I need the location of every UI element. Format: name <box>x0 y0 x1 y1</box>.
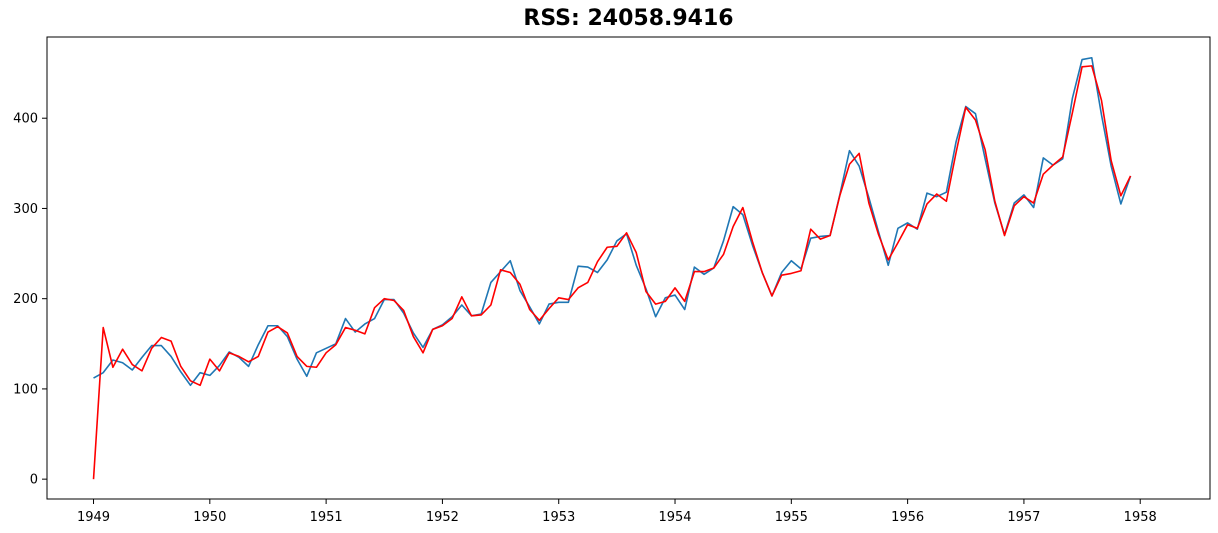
x-tick-label: 1952 <box>426 510 459 525</box>
series-line-2 <box>92 65 1132 480</box>
series-layer <box>92 56 1132 480</box>
chart-title: RSS: 24058.9416 <box>523 6 734 31</box>
x-tick-label: 1958 <box>1124 510 1157 525</box>
x-tick-label: 1951 <box>310 510 343 525</box>
series-line-1 <box>93 56 1132 387</box>
x-tick-label: 1956 <box>891 510 924 525</box>
y-tick-label: 400 <box>13 112 38 127</box>
x-tick-label: 1955 <box>775 510 808 525</box>
y-axis: 0 100 200 300 400 <box>13 112 47 488</box>
y-tick-label: 100 <box>13 382 38 397</box>
x-tick-label: 1957 <box>1007 510 1040 525</box>
plot-frame <box>46 36 1211 500</box>
y-tick-label: 0 <box>30 473 38 488</box>
x-axis: 1949 1950 1951 1952 1953 1954 1955 1956 1957 1958 <box>77 499 1157 525</box>
x-tick-label: 1950 <box>193 510 226 525</box>
x-tick-label: 1953 <box>542 510 575 525</box>
x-tick-label: 1954 <box>658 510 691 525</box>
x-tick-label: 1949 <box>77 510 110 525</box>
y-tick-label: 300 <box>13 202 38 217</box>
y-tick-label: 200 <box>13 292 38 307</box>
